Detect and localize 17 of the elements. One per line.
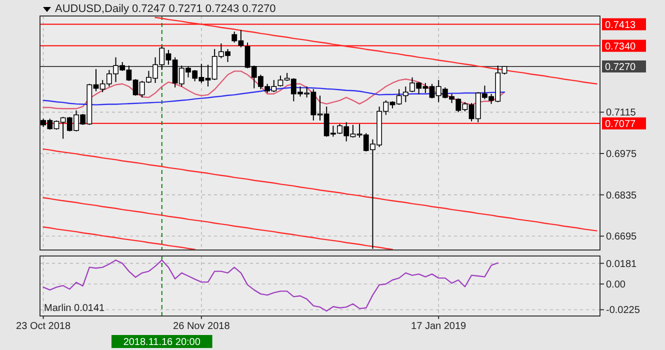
ref-line-label: 0.7413 — [605, 20, 636, 31]
y-tick-label: 0.6695 — [606, 232, 638, 243]
y-tick-label: -0.0225 — [606, 305, 640, 316]
y-tick-label: 0.00 — [606, 280, 626, 290]
ref-line-label: 0.7077 — [605, 118, 636, 130]
y-tick-label: 0.0181 — [606, 258, 638, 270]
x-tick-label: 17 Jan 2019 — [411, 321, 467, 332]
x-tick-label: 23 Oct 2018 — [16, 321, 71, 332]
x-tick-label: 2018.11.16 20:00 — [123, 337, 201, 348]
y-tick-label: 0.7115 — [606, 108, 636, 119]
ref-line-label: 0.7340 — [605, 41, 636, 52]
chart-title: AUDUSD,Daily 0.7247 0.7271 0.7243 0.7270 — [55, 3, 276, 15]
x-tick-label: 26 Nov 2018 — [173, 321, 230, 332]
ref-line-label: 0.7270 — [605, 62, 636, 73]
y-tick-label: 0.6975 — [606, 149, 638, 160]
text: Marlin 0.0141 — [44, 303, 106, 314]
y-tick-label: 0.6835 — [606, 190, 638, 202]
